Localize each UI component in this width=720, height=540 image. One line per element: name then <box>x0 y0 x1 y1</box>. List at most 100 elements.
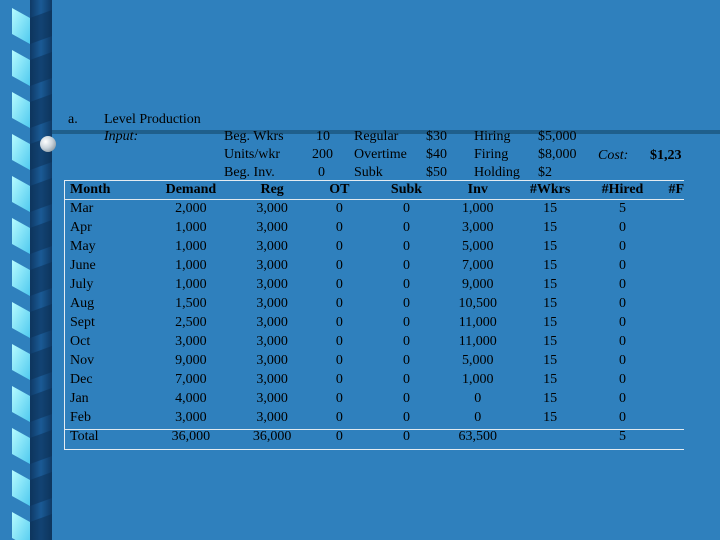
ribbon-tab-shadow <box>30 94 52 128</box>
input-label: Input: <box>104 129 139 144</box>
table-cell: 0 <box>618 334 626 349</box>
table-row: Jan 4,000 3,000 0 0 0 15 0 <box>64 389 684 408</box>
table-cell: June <box>70 258 96 273</box>
param-value: 10 <box>316 129 330 144</box>
table-row: May 1,000 3,000 0 0 5,000 15 0 <box>64 237 684 256</box>
table-cell: 10,500 <box>458 296 498 311</box>
table-cell: 15 <box>543 372 558 387</box>
table-cell: 0 <box>403 429 410 444</box>
table-row: July 1,000 3,000 0 0 9,000 15 0 <box>64 275 684 294</box>
table-cell: 0 <box>403 372 410 387</box>
table-cell: 15 <box>543 258 558 273</box>
table-row: June 1,000 3,000 0 0 7,000 15 0 <box>64 256 684 275</box>
table-row: Sept 2,500 3,000 0 0 11,000 15 0 <box>64 313 684 332</box>
table-cell: 0 <box>618 353 626 368</box>
table-row: Oct 3,000 3,000 0 0 11,000 15 0 <box>64 332 684 351</box>
ribbon-tab <box>12 8 30 44</box>
ribbon-tab <box>12 176 30 212</box>
table-cell: 15 <box>543 296 558 311</box>
ribbon-tab <box>12 512 30 540</box>
table-cell: 5,000 <box>462 239 494 254</box>
table-cell: 0 <box>335 239 343 254</box>
param-value: 200 <box>312 147 333 162</box>
table-cell: 0 <box>335 258 343 273</box>
table-cell: 15 <box>543 410 558 425</box>
table-cell: 0 <box>403 201 410 216</box>
column-header: Demand <box>165 182 217 197</box>
table-cell <box>660 256 684 275</box>
table-cell: Dec <box>70 372 93 387</box>
cost-label: Overtime <box>354 147 407 162</box>
table-cell: 1,000 <box>175 239 207 254</box>
column-header: #Wkrs <box>529 182 571 197</box>
table-cell: 0 <box>403 353 410 368</box>
table-cell: 3,000 <box>462 220 494 235</box>
ribbon-tab-shadow <box>30 304 52 338</box>
table-cell: 0 <box>618 410 626 425</box>
table-cell: 11,000 <box>458 334 497 349</box>
decorative-ribbon <box>12 0 52 540</box>
table-cell: Apr <box>70 220 92 235</box>
table-cell: 3,000 <box>256 258 288 273</box>
table-cell: 0 <box>335 429 343 444</box>
table-cell: Total <box>70 429 99 444</box>
table-cell: 3,000 <box>256 201 288 216</box>
table-cell <box>660 313 684 332</box>
table-cell: Nov <box>70 353 95 368</box>
ribbon-tab <box>12 260 30 296</box>
table-cell: 0 <box>618 277 626 292</box>
ribbon-tab-shadow <box>30 178 52 212</box>
column-header: Subk <box>390 182 423 197</box>
total-cost-value: $1,23 <box>650 148 682 163</box>
table-cell: 3,000 <box>256 239 288 254</box>
table-cell: 0 <box>335 201 343 216</box>
ribbon-tab <box>12 470 30 506</box>
table-cell: 15 <box>543 201 558 216</box>
table-cell: 15 <box>543 239 558 254</box>
table-cell: 7,000 <box>462 258 494 273</box>
table-cell: 5,000 <box>462 353 494 368</box>
table-cell: 3,000 <box>256 372 288 387</box>
column-header: Month <box>70 182 111 197</box>
table-cell: 15 <box>543 315 558 330</box>
table-cell: 36,000 <box>171 429 211 444</box>
table-cell: 0 <box>335 334 343 349</box>
total-divider <box>64 429 684 430</box>
cost-label: Hiring <box>474 129 511 144</box>
table-cell <box>660 237 684 256</box>
cost-value: $8,000 <box>538 147 577 162</box>
table-cell: Jan <box>70 391 89 406</box>
table-cell: 0 <box>618 315 626 330</box>
table-cell: 3,000 <box>256 277 288 292</box>
table-cell: 0 <box>618 372 626 387</box>
table-cell: 3,000 <box>175 410 207 425</box>
table-cell: 3,000 <box>256 220 288 235</box>
table-cell: 0 <box>335 315 343 330</box>
table-cell: 0 <box>335 391 343 406</box>
param-label: Beg. Wkrs <box>224 129 284 144</box>
table-cell <box>660 408 684 427</box>
table-cell: 1,000 <box>175 277 207 292</box>
ribbon-tab-shadow <box>30 52 52 86</box>
ribbon-tab <box>12 428 30 464</box>
table-cell: 0 <box>403 277 410 292</box>
param-value: 0 <box>318 165 325 180</box>
table-cell: 15 <box>543 391 558 406</box>
table-row: Aug 1,500 3,000 0 0 10,500 15 0 <box>64 294 684 313</box>
table-cell: 9,000 <box>175 353 207 368</box>
column-header: #F <box>668 182 684 197</box>
table-cell: 0 <box>474 391 482 406</box>
cost-value: $50 <box>426 165 447 180</box>
table-cell: 1,000 <box>462 201 494 216</box>
table-cell: 0 <box>403 220 410 235</box>
table-cell: 5 <box>618 429 626 444</box>
table-cell: 0 <box>618 239 626 254</box>
table-cell: 0 <box>335 220 343 235</box>
table-cell: May <box>70 239 96 254</box>
production-table: Month Demand Reg OT Subk Inv #Wkrs #Hire… <box>64 180 684 446</box>
horizontal-rule <box>52 130 720 134</box>
table-row: Dec 7,000 3,000 0 0 1,000 15 0 <box>64 370 684 389</box>
bullet-orb <box>40 136 56 152</box>
table-row: Mar 2,000 3,000 0 0 1,000 15 5 <box>64 199 684 218</box>
table-cell <box>660 370 684 389</box>
